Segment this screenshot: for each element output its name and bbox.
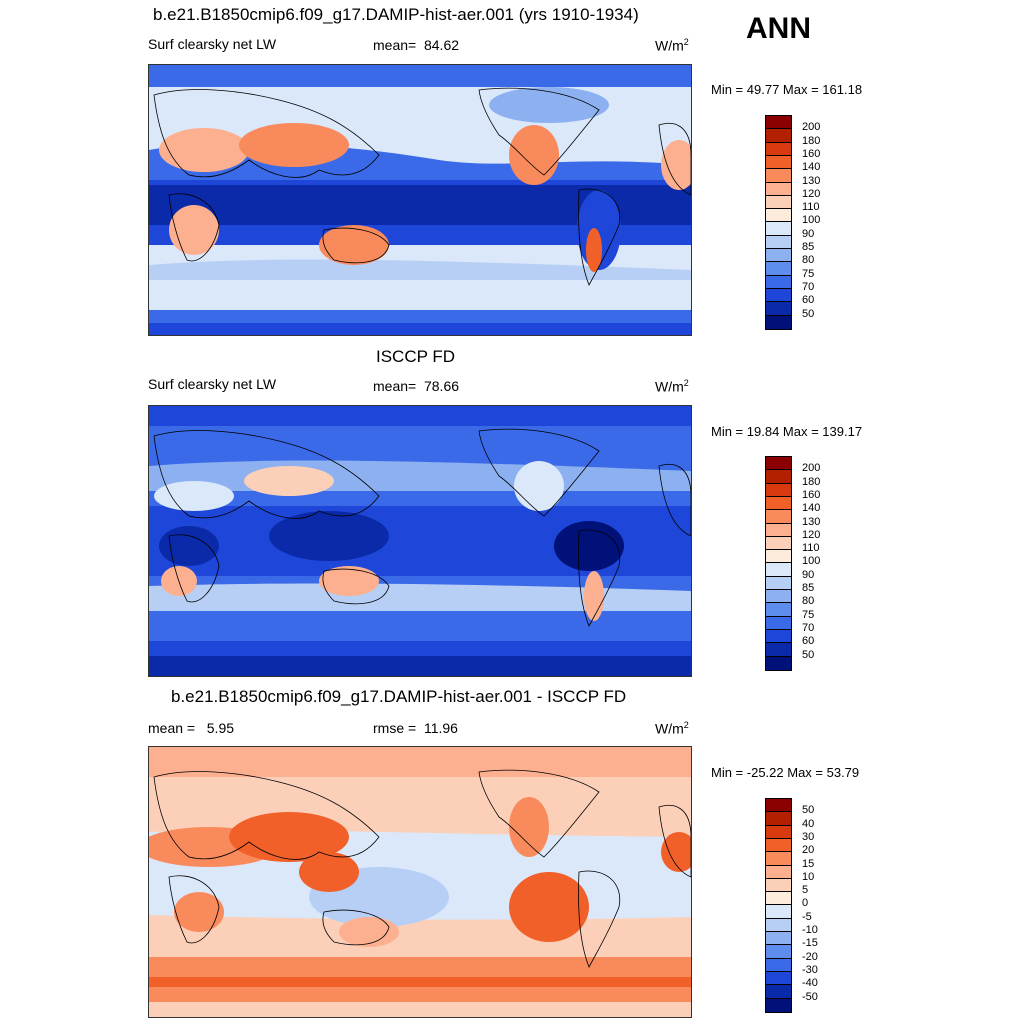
colorbar-tick-label: -30 — [802, 963, 818, 976]
panel3-mean: mean = 5.95 — [148, 720, 235, 736]
colorbar-tick-label: -10 — [802, 924, 818, 936]
colorbar-tick-label: -15 — [802, 937, 818, 950]
panel2-mean: mean= 78.66 — [373, 378, 460, 394]
panel1-variable-label: Surf clearsky net LW — [148, 36, 277, 52]
panel1-minmax: Min = 49.77 Max = 161.18 — [711, 82, 863, 97]
panel3-rmse: rmse = 11.96 — [373, 720, 458, 736]
colorbar-tick-label: 50 — [802, 648, 815, 661]
colorbar-tick-label: 75 — [802, 608, 815, 621]
panel1-colorbar: 200 180 160 140 130 120 110 100 90 85 80 75 70 60 50 — [765, 115, 845, 330]
colorbar-tick-label: 100 — [802, 555, 821, 568]
colorbar-tick-label: 75 — [802, 267, 815, 280]
panel2-variable-label: Surf clearsky net LW — [148, 376, 277, 392]
colorbar-tick-label: 5 — [802, 884, 809, 897]
colorbar-tick-label: 90 — [802, 227, 815, 240]
colorbar-tick-label: 100 — [802, 214, 821, 227]
panel1-region-africa-north — [159, 128, 249, 172]
panel2-map-field — [149, 406, 691, 676]
panel2-minmax: Min = 19.84 Max = 139.17 — [711, 424, 863, 439]
colorbar-tick-label: 130 — [802, 515, 821, 528]
colorbar-tick-label: 140 — [802, 161, 821, 174]
colorbar-tick-label: 180 — [802, 475, 821, 488]
colorbar-tick-label: 130 — [802, 174, 821, 187]
colorbar-tick-label: 60 — [802, 294, 815, 307]
panel3-map — [148, 746, 692, 1018]
colorbar-tick-label: 120 — [802, 528, 821, 541]
colorbar-tick-label: 80 — [802, 254, 815, 267]
colorbar-tick-label: 0 — [802, 897, 809, 910]
panel1-units: W/m2 — [655, 37, 689, 54]
colorbar-tick-label: 90 — [802, 568, 815, 581]
colorbar-tick-label: 180 — [802, 134, 821, 147]
colorbar-tick-label: 60 — [802, 635, 815, 648]
colorbar-tick-label: 70 — [802, 621, 815, 634]
colorbar-tick-label: 30 — [802, 830, 815, 843]
panel2-title: ISCCP FD — [376, 347, 456, 366]
colorbar-tick-label: 200 — [802, 462, 821, 475]
panel3-title: b.e21.B1850cmip6.f09_g17.DAMIP-hist-aer.… — [171, 687, 627, 706]
season-label: ANN — [746, 12, 811, 45]
colorbar-tick-label: -50 — [802, 990, 818, 1003]
colorbar-tick-label: 110 — [802, 201, 820, 214]
colorbar-tick-label: 120 — [802, 187, 821, 200]
colorbar-tick-label: 110 — [802, 542, 820, 555]
colorbar-tick-label: 80 — [802, 595, 815, 608]
panel1-region-asia — [239, 123, 349, 167]
panel3-minmax: Min = -25.22 Max = 53.79 — [711, 765, 860, 780]
panel1-title: b.e21.B1850cmip6.f09_g17.DAMIP-hist-aer.… — [153, 5, 639, 24]
colorbar-tick-label: 140 — [802, 502, 821, 515]
colorbar-tick-label: 70 — [802, 280, 815, 293]
panel1-map — [148, 64, 692, 336]
panel1-map-field — [149, 65, 691, 335]
panel1-region-australia — [319, 225, 389, 265]
colorbar-tick-label: 160 — [802, 488, 821, 501]
colorbar-tick-label: 15 — [802, 857, 815, 870]
colorbar-tick-label: 85 — [802, 241, 815, 253]
panel2-units: W/m2 — [655, 378, 689, 395]
colorbar-tick-label: 40 — [802, 817, 815, 830]
colorbar-tick-label: -5 — [802, 910, 812, 923]
panel3-colorbar: 50 40 30 20 15 10 5 0 -5 -10 -15 -20 -30 -40 -50 — [765, 798, 845, 1013]
colorbar-frame — [765, 456, 792, 671]
panel2-colorbar: 200 180 160 140 130 120 110 100 90 85 80 75 70 60 50 — [765, 456, 845, 671]
colorbar-tick-label: 200 — [802, 121, 821, 134]
panel1-region-africa-south — [169, 205, 219, 255]
panel1-mean: mean= 84.62 — [373, 37, 460, 53]
colorbar-tick-label: 50 — [802, 804, 815, 817]
colorbar-tick-label: 10 — [802, 870, 815, 883]
panel3-map-field — [149, 747, 691, 1017]
panel1-region-north-america — [509, 125, 559, 185]
colorbar-tick-label: -40 — [802, 977, 818, 990]
colorbar-tick-label: 50 — [802, 307, 815, 320]
colorbar-tick-label: -20 — [802, 950, 818, 963]
colorbar-tick-label: 160 — [802, 147, 821, 160]
colorbar-frame — [765, 798, 792, 1013]
colorbar-tick-label: 85 — [802, 582, 815, 594]
colorbar-frame — [765, 115, 792, 330]
panel2-map — [148, 405, 692, 677]
panel3-units: W/m2 — [655, 720, 689, 737]
colorbar-tick-label: 20 — [802, 844, 815, 857]
